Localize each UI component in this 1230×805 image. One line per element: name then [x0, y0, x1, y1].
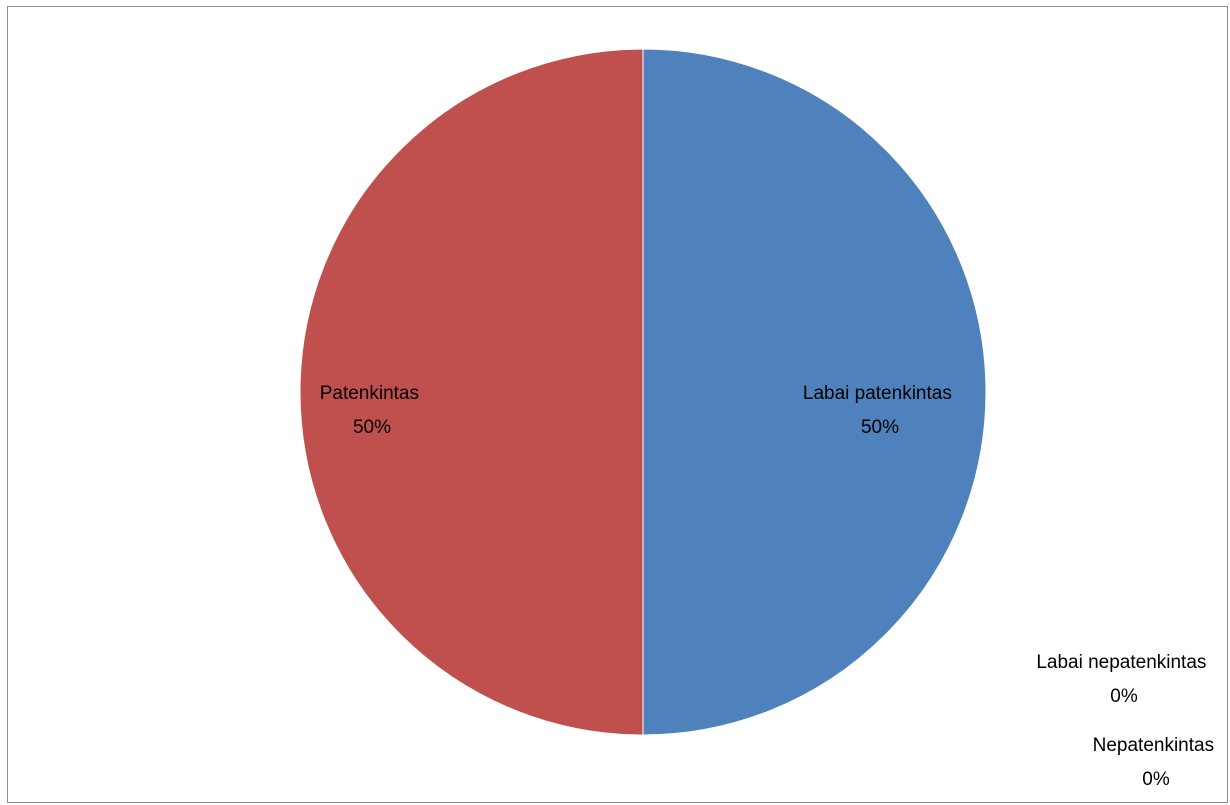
slice-label-nepatenkintas: Nepatenkintas 0% [1093, 735, 1220, 790]
pie-slice-labai-patenkintas [642, 48, 987, 736]
pie-chart: Labai patenkintas 50% Patenkintas 50% La… [299, 48, 1220, 790]
slices-layer [299, 48, 987, 736]
slice-label-labai-nepatenkintas: Labai nepatenkintas 0% [1036, 652, 1211, 707]
pie-slice-patenkintas [299, 48, 644, 736]
labels-layer: Labai patenkintas 50% Patenkintas 50% La… [320, 383, 1220, 790]
chart-area: Labai patenkintas 50% Patenkintas 50% La… [7, 6, 1228, 803]
slice-label-patenkintas: Patenkintas 50% [320, 383, 425, 438]
slice-label-labai-patenkintas: Labai patenkintas 50% [803, 383, 957, 438]
